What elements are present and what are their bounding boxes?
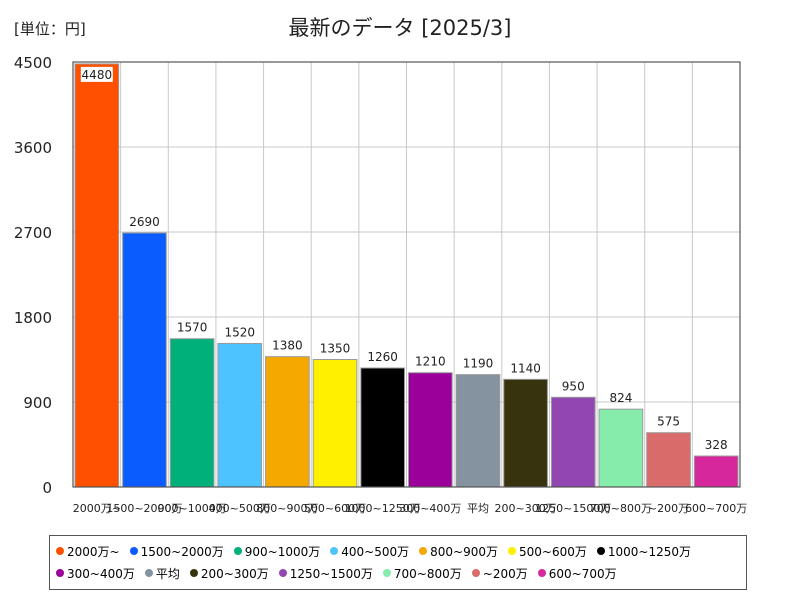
data-label: 1210	[415, 355, 446, 369]
x-tick-label: 500~600万	[304, 502, 366, 515]
legend-label: 1250~1500万	[289, 566, 373, 581]
legend-swatch	[471, 569, 480, 577]
legend-item: 2000万~	[56, 540, 120, 562]
bar	[360, 367, 406, 488]
legend-swatch	[537, 569, 546, 577]
legend-swatch	[382, 569, 391, 577]
bar	[550, 396, 596, 488]
chart-legend: 2000万~ 1500~2000万 900~1000万 400~500万 800~900…	[49, 535, 747, 590]
legend-swatch	[189, 569, 198, 577]
legend-label: 800~900万	[430, 544, 498, 559]
legend-swatch	[508, 547, 516, 555]
data-label: 4480	[82, 68, 113, 82]
y-tick-label: 900	[23, 394, 52, 412]
bar	[598, 408, 644, 488]
data-label: 1140	[510, 361, 541, 375]
data-label: 1520	[224, 325, 255, 339]
y-tick-label: 2700	[14, 224, 52, 242]
data-label: 1350	[320, 342, 351, 356]
data-label: 2690	[129, 215, 160, 229]
legend-item: 1000~1250万	[596, 540, 692, 562]
x-tick-label: ~200万	[648, 502, 689, 515]
legend-swatch	[56, 547, 64, 555]
bar	[693, 455, 739, 488]
x-tick-label: 600~700万	[685, 502, 747, 515]
data-label: 575	[657, 415, 680, 429]
bar	[503, 378, 548, 488]
bar	[169, 338, 215, 488]
x-tick-label: 800~900万	[256, 502, 318, 515]
legend-item: 300~400万	[56, 562, 135, 584]
legend-item: 500~600万	[508, 540, 587, 562]
data-label: 1570	[177, 321, 208, 335]
y-tick-label: 3600	[14, 139, 52, 157]
x-tick-label: 700~800万	[590, 502, 652, 515]
bar	[312, 359, 358, 488]
legend-item: 600~700万	[537, 562, 617, 584]
chart-title: 最新のデータ [2025/3]	[288, 16, 512, 40]
bar	[646, 432, 691, 488]
bar	[408, 372, 453, 488]
legend-item: 200~300万	[189, 562, 269, 584]
legend-item: 800~900万	[419, 540, 498, 562]
legend-swatch	[278, 569, 287, 577]
x-tick-label: 900~1000万	[157, 502, 226, 515]
data-label: 1190	[463, 357, 494, 371]
data-label: 950	[562, 379, 585, 393]
data-label-background	[80, 66, 113, 82]
legend-label: 1500~2000万	[140, 544, 224, 559]
legend-swatch	[129, 547, 138, 555]
bar-chart: 0 900 1800 2700 3600 4500 4480 2690 1570 1520 1380…	[14, 54, 747, 515]
legend-label: ~200万	[482, 566, 528, 581]
legend-swatch	[233, 547, 242, 555]
legend-swatch	[419, 547, 428, 555]
legend-label: 300~400万	[67, 566, 135, 581]
legend-label: 600~700万	[548, 566, 617, 581]
legend-label: 700~800万	[393, 566, 462, 581]
legend-label: 200~300万	[200, 566, 269, 581]
bar	[455, 374, 501, 488]
x-tick-label: 1000~1250万	[345, 502, 421, 515]
legend-swatch	[330, 547, 339, 555]
x-tick-label: 1500~2000万	[106, 502, 182, 515]
data-label: 328	[705, 438, 728, 452]
bar	[265, 356, 310, 488]
legend-label: 1000~1250万	[607, 544, 692, 559]
legend-item: ~200万	[471, 562, 528, 584]
data-label: 824	[609, 391, 632, 405]
legend-swatch	[56, 569, 64, 577]
legend-label: 500~600万	[519, 544, 587, 559]
legend-swatch	[596, 547, 605, 555]
legend-item: 700~800万	[382, 562, 462, 584]
legend-swatch	[144, 569, 153, 577]
legend-label: 2000万~	[67, 544, 120, 559]
legend-item: 1500~2000万	[129, 540, 224, 562]
x-tick-label: 200~300万	[494, 502, 556, 515]
legend-item: 900~1000万	[233, 540, 321, 562]
legend-item: 1250~1500万	[278, 562, 373, 584]
x-tick-label: 1250~1500万	[535, 502, 611, 515]
x-tick-label: 2000万~	[73, 502, 121, 515]
legend-label: 900~1000万	[244, 544, 321, 559]
bar	[217, 342, 263, 488]
bar	[122, 232, 167, 488]
legend-label: 400~500万	[341, 544, 410, 559]
x-tick-label: 400~500万	[209, 502, 271, 515]
legend-label: 平均	[155, 566, 180, 581]
plot-frame	[72, 61, 741, 488]
x-tick-label: 平均	[467, 502, 489, 515]
data-label: 1380	[272, 339, 303, 353]
y-tick-label: 4500	[14, 54, 52, 72]
legend-item: 400~500万	[330, 540, 409, 562]
legend-item: 平均	[144, 562, 180, 584]
y-tick-label: 1800	[14, 309, 52, 327]
y-tick-label: 0	[42, 479, 52, 497]
unit-label: [単位：円]	[14, 20, 86, 38]
bar	[74, 63, 120, 488]
x-tick-label: 300~400万	[399, 502, 461, 515]
data-label: 1260	[367, 350, 398, 364]
